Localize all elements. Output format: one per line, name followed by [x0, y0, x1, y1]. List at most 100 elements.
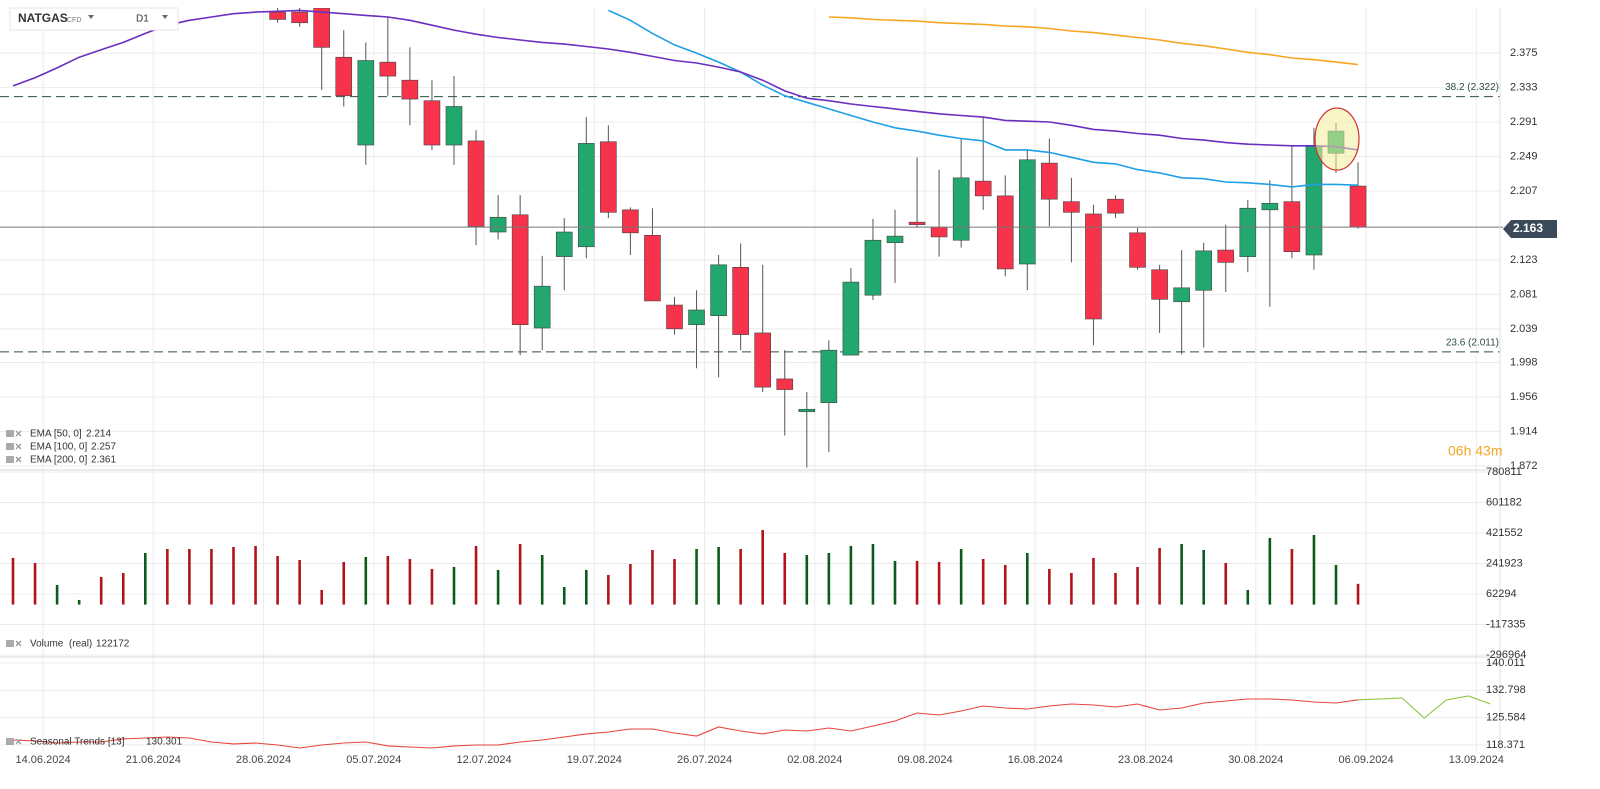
volume-bar — [695, 548, 698, 605]
y-tick-label: -296964 — [1486, 649, 1526, 661]
candle-body — [555, 231, 573, 257]
volume-bar — [1003, 564, 1007, 605]
legend-value: 2.257 — [91, 442, 116, 453]
dropdown-icon[interactable] — [88, 15, 94, 19]
x-tick-label: 21.06.2024 — [126, 754, 181, 766]
volume-bar — [783, 552, 787, 605]
y-tick-label: 118.371 — [1486, 739, 1525, 751]
close-icon — [15, 738, 22, 745]
volume-bar — [518, 543, 522, 605]
x-tick-label: 02.08.2024 — [787, 754, 842, 766]
candle-body — [798, 408, 816, 413]
candle-body — [1151, 269, 1168, 300]
volume-bar — [342, 561, 346, 605]
volume-bar — [452, 566, 456, 605]
candle-body — [1041, 162, 1058, 200]
volume-bar — [562, 586, 566, 605]
close-icon — [15, 456, 22, 463]
candle-body — [1018, 159, 1036, 265]
candle-body — [1305, 145, 1323, 256]
candle-body — [445, 106, 463, 146]
volume-bar — [496, 569, 500, 605]
volume-bar — [1312, 534, 1316, 605]
legend-label: Seasonal Trends [13] — [30, 737, 125, 748]
volume-bar — [121, 572, 125, 605]
candle-body — [1261, 202, 1279, 211]
candle-body — [1239, 207, 1257, 257]
x-tick-label: 16.08.2024 — [1008, 754, 1063, 766]
candle-body — [820, 349, 838, 404]
volume-bar — [1136, 566, 1139, 605]
candle-body — [996, 195, 1014, 270]
legend-value: 2.214 — [86, 429, 111, 440]
candle-body — [952, 177, 970, 241]
volume-bar — [1070, 572, 1073, 605]
y-tick-label: 1.914 — [1510, 425, 1538, 437]
volume-bar — [739, 548, 742, 605]
candle-body — [379, 61, 397, 77]
countdown: 06h 43m — [1448, 443, 1502, 459]
volume-bar — [1268, 537, 1272, 605]
volume-bar — [959, 548, 963, 605]
candle-body — [644, 234, 661, 302]
legend-value: 2.361 — [91, 455, 116, 466]
volume-bar — [474, 545, 478, 605]
x-tick-label: 06.09.2024 — [1339, 754, 1394, 766]
volume-bar — [827, 552, 831, 605]
fib-label: 38.2 (2.322) — [1445, 82, 1499, 93]
seasonal-line — [1357, 695, 1491, 719]
volume-bar — [99, 576, 103, 605]
y-tick-label: 1.956 — [1510, 391, 1538, 403]
volume-bar — [144, 552, 147, 605]
volume-bar — [585, 569, 588, 605]
close-icon — [15, 430, 22, 437]
volume-bar — [33, 562, 37, 605]
volume-bar — [408, 558, 412, 605]
candle-body — [489, 216, 507, 233]
candles — [269, 8, 1367, 468]
volume-bar — [1356, 583, 1360, 605]
y-tick-label: 2.123 — [1510, 254, 1538, 266]
y-tick-label: 421552 — [1486, 527, 1523, 539]
y-tick-label: 62294 — [1486, 588, 1517, 600]
price-badge — [1503, 220, 1557, 238]
x-tick-label: 09.08.2024 — [898, 754, 953, 766]
close-icon — [15, 443, 22, 450]
legend-label: EMA [50, 0] — [30, 429, 82, 440]
candle-body — [401, 79, 419, 100]
dropdown-icon[interactable] — [162, 15, 168, 19]
candle-body — [732, 266, 749, 335]
y-tick-label: 2.081 — [1510, 288, 1538, 300]
y-tick-label: 601182 — [1486, 496, 1522, 508]
y-tick-label: 2.039 — [1510, 323, 1538, 335]
settings-icon — [6, 456, 14, 463]
y-tick-label: 1.872 — [1510, 460, 1538, 472]
candle-body — [908, 221, 926, 225]
x-tick-label: 05.07.2024 — [346, 754, 401, 766]
volume-bar — [629, 563, 632, 605]
candle-body — [710, 264, 727, 317]
volume-bar — [607, 574, 610, 605]
candle-body — [291, 11, 308, 24]
volume-bar — [166, 548, 169, 605]
x-tick-label: 26.07.2024 — [677, 754, 732, 766]
volume-bar — [1114, 572, 1117, 605]
volume-bar — [188, 548, 191, 605]
symbol: NATGAS — [18, 11, 68, 25]
settings-icon — [6, 430, 14, 437]
grid — [0, 8, 1500, 752]
y-tick-label: 2.249 — [1510, 150, 1538, 162]
volume-bar — [254, 545, 257, 605]
volume-bar — [871, 543, 875, 605]
symbol-box[interactable] — [9, 7, 179, 31]
legend-label: EMA [100, 0] — [30, 442, 87, 453]
candle-body — [842, 281, 860, 356]
candle-body — [577, 143, 595, 248]
close-icon — [15, 640, 22, 647]
y-tick-label: 132.798 — [1486, 684, 1526, 696]
volume-bar — [937, 561, 941, 605]
volume-bar — [232, 546, 235, 605]
y-tick-label: 241923 — [1486, 557, 1523, 569]
candle-body — [600, 141, 617, 213]
fib-label: 23.6 (2.011) — [1446, 337, 1499, 348]
